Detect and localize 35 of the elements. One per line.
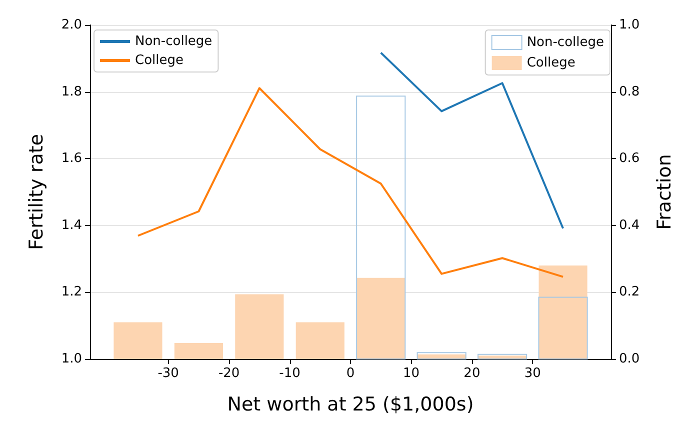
x-tick-label: -20 <box>218 366 240 381</box>
x-axis-title: Net worth at 25 ($1,000s) <box>227 394 474 416</box>
y2-tick-label: 0.0 <box>619 352 640 366</box>
bar <box>174 342 223 359</box>
y-tick-label: 1.0 <box>61 352 82 366</box>
y-tick-label: 1.4 <box>61 218 82 233</box>
y2-axis-title: Fraction <box>654 154 676 230</box>
bar <box>538 265 588 359</box>
legend-label: Non-college <box>135 34 212 49</box>
x-tick-label: -10 <box>279 366 300 381</box>
bar <box>235 294 284 359</box>
bar <box>356 96 406 360</box>
line-series <box>136 87 564 278</box>
y-tick-label: 2.0 <box>61 18 82 32</box>
y2-tick-label: 1.0 <box>619 18 640 32</box>
y-axis-title: Fertility rate <box>26 134 48 250</box>
y-tick-label: 1.6 <box>61 151 82 166</box>
y2-tick-label: 0.2 <box>619 284 640 300</box>
x-tick-label: -30 <box>158 366 179 381</box>
bar <box>538 296 588 360</box>
legend-label: College <box>135 53 184 68</box>
x-tick-label: 10 <box>402 366 420 381</box>
y-tick-label: 1.2 <box>61 284 82 300</box>
y2-tick-label: 0.4 <box>619 218 640 233</box>
x-tick-label: 0 <box>346 366 355 381</box>
bar <box>296 322 344 359</box>
y-tick-label: 1.8 <box>61 84 82 100</box>
legend-label: College <box>526 56 576 70</box>
y2-tick-label: 0.6 <box>619 151 640 166</box>
x-tick-label: 20 <box>464 366 480 381</box>
x-tick-label: 30 <box>524 366 541 381</box>
bar <box>114 322 162 359</box>
y2-tick-label: 0.8 <box>619 84 640 100</box>
bar <box>356 278 406 359</box>
legend-label: Non-college <box>526 35 604 50</box>
